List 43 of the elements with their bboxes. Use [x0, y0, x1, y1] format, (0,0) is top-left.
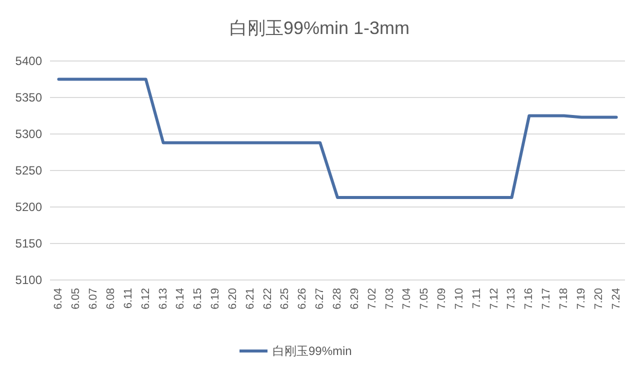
x-tick-label: 6.13 — [157, 288, 170, 310]
x-tick-label: 6.22 — [262, 288, 274, 310]
x-tick-label: 6.04 — [52, 288, 65, 310]
x-tick-label: 6.12 — [140, 288, 152, 310]
x-tick-label: 6.19 — [210, 288, 222, 310]
x-tick-label: 7.18 — [558, 288, 570, 310]
x-tick-label: 7.24 — [610, 288, 622, 310]
y-tick-label: 5100 — [15, 273, 42, 287]
legend-label: 白刚玉99%min — [272, 344, 352, 358]
chart-title: 白刚玉99%min 1-3mm — [229, 18, 410, 38]
x-tick-label: 7.19 — [575, 288, 588, 310]
x-tick-label: 6.28 — [332, 288, 344, 310]
x-tick-label: 7.11 — [470, 288, 483, 309]
y-tick-label: 5300 — [15, 127, 42, 141]
y-tick-label: 5250 — [15, 164, 42, 178]
y-tick-label: 5150 — [15, 236, 42, 250]
x-tick-label: 6.08 — [104, 288, 117, 310]
x-tick-label: 7.03 — [384, 288, 396, 310]
x-tick-label: 7.09 — [436, 288, 448, 310]
y-tick-label: 5350 — [15, 90, 42, 104]
y-tick-label: 5400 — [15, 54, 42, 68]
x-tick-label: 6.15 — [192, 288, 204, 310]
x-tick-label: 6.07 — [88, 288, 100, 310]
x-tick-label: 7.20 — [592, 288, 605, 310]
x-tick-label: 7.16 — [523, 288, 536, 310]
x-tick-label: 6.14 — [174, 288, 187, 310]
x-tick-label: 6.27 — [314, 288, 326, 310]
x-tick-label: 6.26 — [296, 288, 309, 310]
x-tick-label: 7.10 — [453, 288, 466, 310]
x-tick-label: 7.12 — [488, 288, 500, 310]
x-tick-label: 6.20 — [226, 288, 239, 310]
x-tick-label: 7.13 — [506, 288, 518, 310]
x-tick-label: 7.02 — [366, 288, 378, 310]
x-tick-label: 6.05 — [70, 288, 82, 310]
line-series — [57, 78, 618, 200]
x-tick-label: 6.21 — [244, 288, 256, 310]
y-tick-label: 5200 — [15, 200, 42, 214]
x-tick-label: 6.29 — [348, 288, 361, 310]
x-tick-label: 7.17 — [540, 288, 553, 310]
x-tick-label: 6.11 — [122, 288, 134, 309]
x-tick-label: 7.05 — [418, 288, 431, 310]
x-tick-label: 7.04 — [401, 288, 414, 310]
x-tick-label: 6.25 — [279, 288, 292, 310]
